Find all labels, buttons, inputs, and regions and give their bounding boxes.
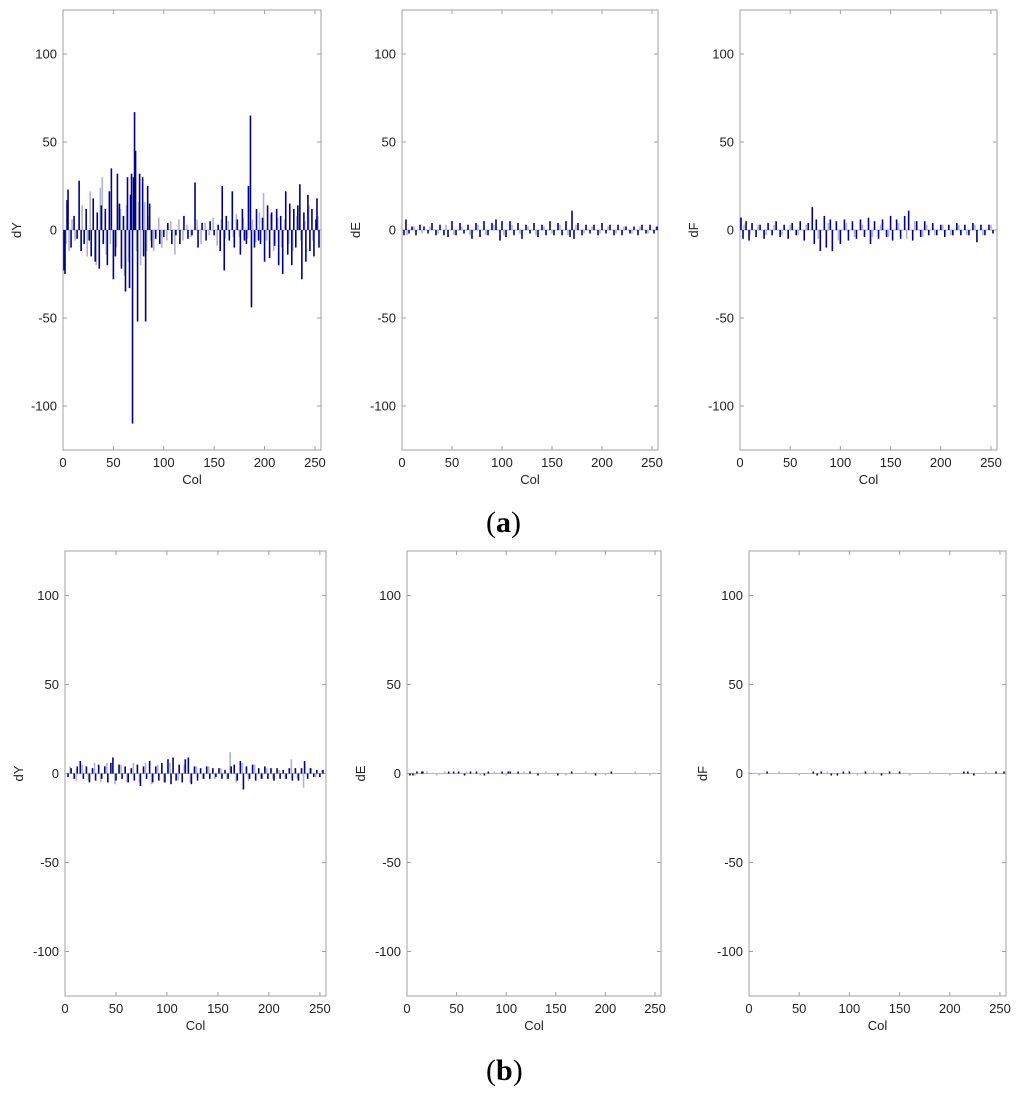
panel-label-a: (a) (486, 506, 521, 540)
panel-label-a-open: ( (486, 506, 496, 539)
chart-a-dy-ylabel: dY (9, 222, 24, 238)
chart-a-dy-xlabel: Col (182, 472, 202, 487)
chart-a-de-ytick-label: 100 (374, 47, 396, 62)
chart-b-de-xtick-label: 100 (495, 1001, 517, 1016)
chart-a-de: 100 50 0 -50 -100 0 50 100 150 200 250 Col dE (348, 9, 663, 487)
chart-a-df: 100 50 0 -50 -100 0 50 100 150 200 250 Col dF (686, 9, 1002, 487)
chart-a-df-xtick-label: 250 (980, 455, 1002, 470)
chart-b-dy-ytick-label: 0 (52, 766, 59, 781)
chart-b-df-xtick-label: 0 (745, 1001, 752, 1016)
chart-b-df-ytick-label: -50 (724, 855, 743, 870)
chart-a-de-xtick-label: 150 (541, 455, 563, 470)
chart-b-de-xtick-label: 150 (545, 1001, 567, 1016)
chart-a-de-ytick-label: -50 (377, 311, 396, 326)
chart-a-df-xtick-label: 50 (783, 455, 797, 470)
chart-a-df-ytick-label: -50 (715, 311, 734, 326)
chart-b-dy-ytick-label: 50 (45, 677, 59, 692)
chart-b-dy-xtick-label: 50 (109, 1001, 123, 1016)
chart-b-dy-xtick-label: 0 (61, 1001, 68, 1016)
chart-b-df: 100 50 0 -50 -100 0 50 100 150 200 250 Col dF (695, 550, 1011, 1033)
chart-b-dy-ytick-label: -50 (40, 855, 59, 870)
chart-a-dy: 100 50 0 -50 -100 0 50 100 150 200 250 Col dY (9, 9, 326, 487)
chart-a-dy-xtick-label: 200 (254, 455, 276, 470)
chart-b-dy-ytick-label: -100 (33, 944, 59, 959)
chart-b-df-ylabel: dF (695, 766, 710, 781)
chart-b-dy-xlabel: Col (186, 1018, 206, 1033)
chart-a-de-xtick-label: 200 (591, 455, 613, 470)
chart-a-dy-ytick-label: -50 (38, 311, 57, 326)
chart-a-df-ytick-label: -100 (708, 399, 734, 414)
chart-b-df-xtick-label: 200 (939, 1001, 961, 1016)
panel-label-b-open: ( (486, 1054, 496, 1087)
chart-b-dy: 100 50 0 -50 -100 0 50 100 150 200 250 Col dY (11, 550, 331, 1033)
panel-label-b-letter: b (496, 1054, 513, 1087)
chart-b-de-ytick-label: 50 (387, 677, 401, 692)
panel-label-a-letter: a (496, 506, 511, 539)
chart-b-dy-xtick-label: 200 (258, 1001, 280, 1016)
chart-b-de: 100 50 0 -50 -100 0 50 100 150 200 250 Col dE (353, 550, 666, 1033)
chart-a-dy-ytick-label: -100 (31, 399, 57, 414)
panel-label-a-close: ) (511, 506, 521, 539)
chart-a-de-ylabel: dE (348, 222, 363, 238)
chart-b-df-ytick-label: 100 (721, 588, 743, 603)
chart-a-de-xtick-label: 250 (641, 455, 663, 470)
chart-b-dy-xtick-label: 250 (309, 1001, 331, 1016)
chart-a-de-ytick-label: -100 (370, 399, 396, 414)
chart-b-de-xtick-label: 250 (644, 1001, 666, 1016)
chart-a-df-xtick-label: 200 (930, 455, 952, 470)
chart-a-df-xtick-label: 0 (736, 455, 743, 470)
chart-a-df-ytick-label: 50 (720, 135, 734, 150)
chart-b-df-xtick-label: 250 (989, 1001, 1011, 1016)
chart-a-de-ytick-label: 50 (382, 135, 396, 150)
chart-b-de-xtick-label: 0 (403, 1001, 410, 1016)
chart-a-dy-ytick-label: 100 (35, 47, 57, 62)
chart-a-dy-ytick-label: 50 (43, 135, 57, 150)
chart-b-de-ylabel: dE (353, 765, 368, 781)
chart-b-dy-xtick-label: 100 (156, 1001, 178, 1016)
chart-b-df-ytick-label: -100 (717, 944, 743, 959)
chart-a-dy-xtick-label: 100 (153, 455, 175, 470)
chart-a-de-ytick-label: 0 (389, 223, 396, 238)
chart-b-de-xlabel: Col (524, 1018, 544, 1033)
chart-a-dy-xtick-label: 0 (59, 455, 66, 470)
chart-a-df-xlabel: Col (859, 472, 879, 487)
chart-b-dy-ytick-label: 100 (37, 588, 59, 603)
chart-b-de-xtick-label: 50 (449, 1001, 463, 1016)
panel-label-b: (b) (486, 1054, 523, 1088)
chart-a-dy-xtick-label: 150 (203, 455, 225, 470)
chart-a-dy-xtick-label: 50 (106, 455, 120, 470)
chart-b-dy-xtick-label: 150 (207, 1001, 229, 1016)
chart-b-df-xtick-label: 100 (839, 1001, 861, 1016)
chart-a-de-xtick-label: 50 (445, 455, 459, 470)
chart-a-df-ylabel: dF (686, 222, 701, 237)
chart-a-de-xtick-label: 100 (491, 455, 513, 470)
chart-b-df-xlabel: Col (868, 1018, 888, 1033)
chart-b-de-ytick-label: 100 (379, 588, 401, 603)
panel-label-b-close: ) (512, 1054, 523, 1087)
chart-a-de-xtick-label: 0 (398, 455, 405, 470)
chart-b-df-xtick-label: 50 (792, 1001, 806, 1016)
chart-b-de-ytick-label: 0 (394, 766, 401, 781)
chart-a-de-xlabel: Col (520, 472, 540, 487)
chart-a-dy-ytick-label: 0 (50, 223, 57, 238)
chart-b-df-ytick-label: 0 (736, 766, 743, 781)
chart-b-de-ytick-label: -100 (375, 944, 401, 959)
chart-a-df-ytick-label: 100 (712, 47, 734, 62)
chart-a-df-xtick-label: 150 (880, 455, 902, 470)
chart-a-df-ytick-label: 0 (727, 223, 734, 238)
chart-a-df-xtick-label: 100 (830, 455, 852, 470)
chart-a-dy-xtick-label: 250 (304, 455, 326, 470)
chart-b-df-xtick-label: 150 (889, 1001, 911, 1016)
chart-b-df-ytick-label: 50 (729, 677, 743, 692)
chart-b-de-ytick-label: -50 (382, 855, 401, 870)
chart-b-de-xtick-label: 200 (595, 1001, 617, 1016)
chart-b-dy-ylabel: dY (11, 765, 26, 781)
